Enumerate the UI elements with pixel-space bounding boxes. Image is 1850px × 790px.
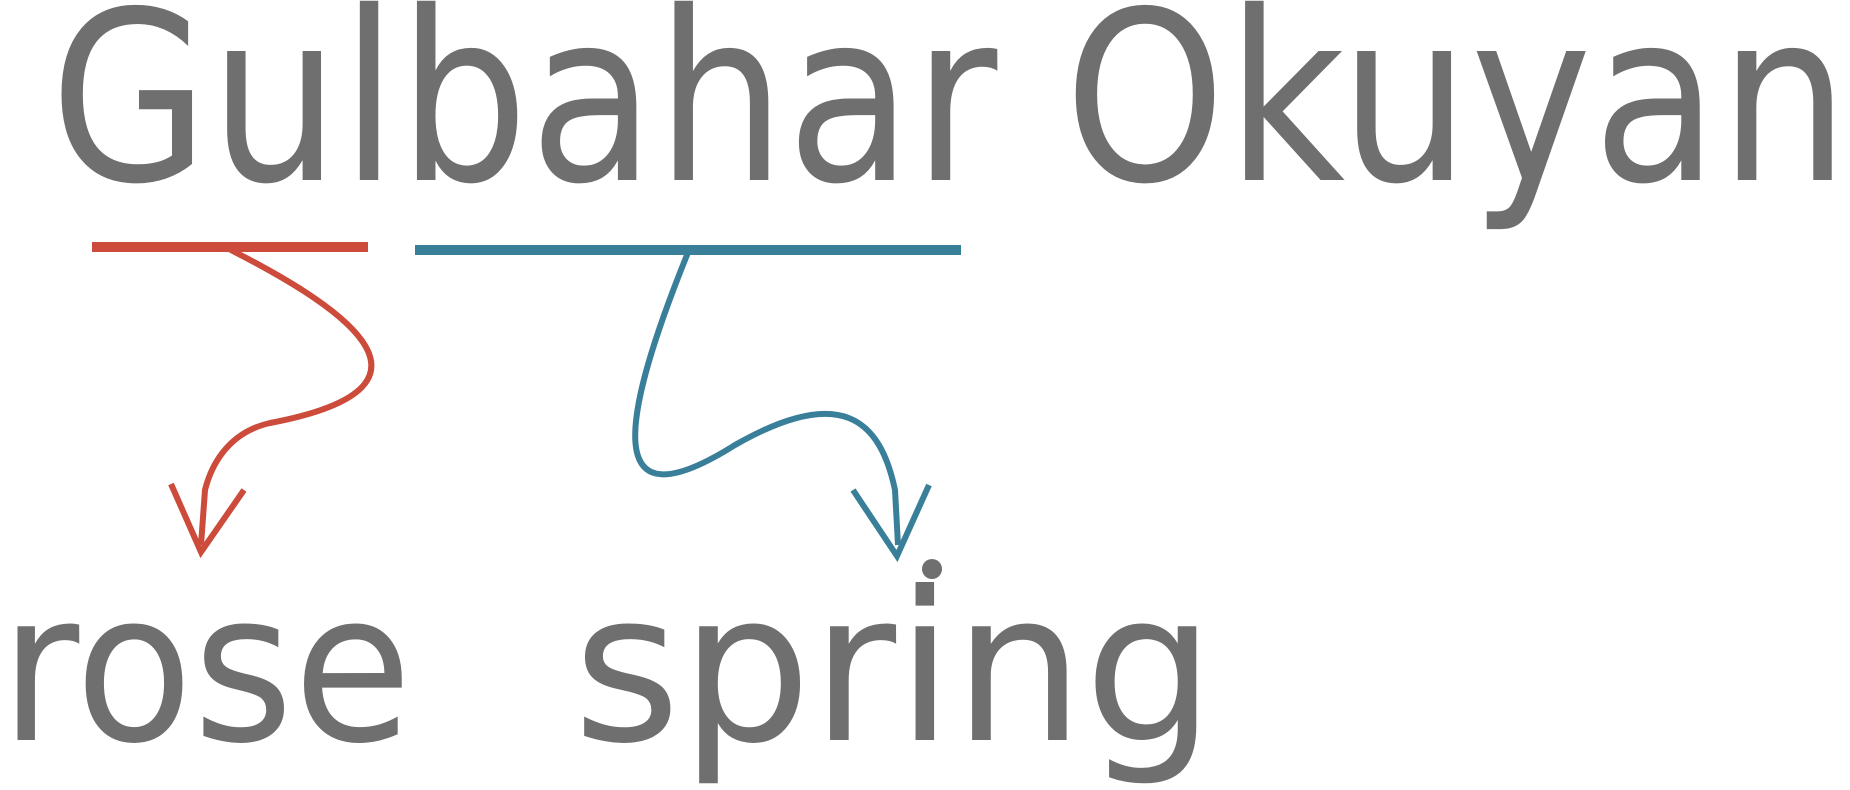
- second-curved-arrow-icon: [632, 248, 932, 563]
- first-meaning-word: rose: [0, 548, 412, 790]
- second-meaning-word: spring: [573, 548, 1215, 790]
- separator-dot: [922, 559, 942, 579]
- full-name: Gulbahar Okuyan: [50, 0, 1850, 236]
- first-curved-arrow-icon: [168, 244, 375, 559]
